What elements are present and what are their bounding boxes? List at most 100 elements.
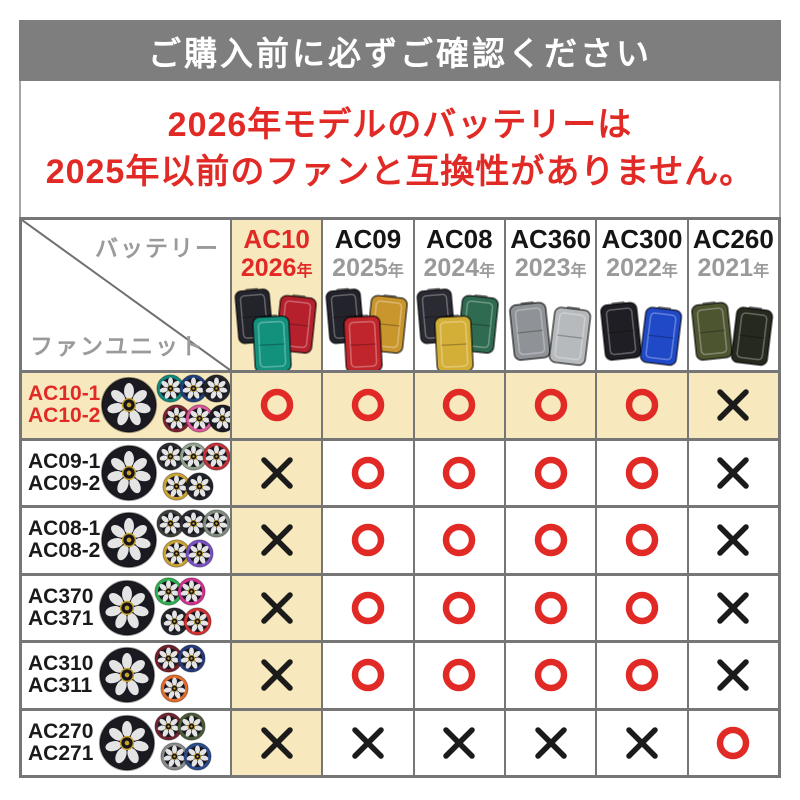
compat-cell-r5c3 (506, 710, 596, 775)
battery-icon (639, 306, 683, 367)
compat-cell-r3c3 (506, 575, 596, 640)
fan-model-label: AC370 (28, 584, 94, 608)
compatible-circle-icon (625, 389, 659, 422)
compat-cell-r5c4 (597, 710, 687, 775)
diagonal-divider (22, 220, 230, 370)
row-header-ac310-fans: AC310 AC311 (22, 643, 230, 708)
fan-icon (202, 509, 230, 538)
compatible-circle-icon (443, 456, 476, 489)
incompatible-cross-icon (260, 524, 293, 556)
compatible-circle-icon (443, 524, 476, 557)
compatible-circle-icon (534, 456, 567, 489)
fan-icon (156, 374, 185, 403)
column-header-ac09: AC09 2025年 (323, 220, 413, 370)
battery-image-ac360 (508, 286, 594, 370)
corner-battery-label: バッテリー (95, 235, 220, 261)
compat-cell-r1c0 (232, 440, 322, 505)
compat-cell-r3c1 (323, 575, 413, 640)
fan-icon (160, 742, 189, 771)
battery-image-ac10 (233, 286, 320, 370)
battery-model-name: AC08 (426, 224, 493, 254)
row-header-ac08-fans: AC08-1 AC08-2 (22, 508, 230, 573)
compatibility-table: バッテリー ファンユニット AC10 2026年 AC09 2025年 (19, 217, 781, 778)
column-header-ac260: AC260 2021年 (688, 220, 778, 370)
fan-icon (160, 607, 189, 636)
compat-cell-r2c0 (232, 508, 322, 573)
fan-icon (185, 539, 214, 568)
incompatible-cross-icon (626, 727, 658, 759)
battery-model-year: 2026 (240, 253, 297, 282)
compatible-circle-icon (625, 524, 659, 557)
compat-cell-r2c5 (688, 508, 778, 573)
battery-icon (508, 301, 551, 362)
incompatible-cross-icon (717, 389, 750, 421)
fan-model-label: AC270 (28, 719, 94, 743)
compat-cell-r2c1 (323, 508, 413, 573)
fan-icon (208, 404, 230, 433)
fan-model-label: AC10-1 (28, 382, 101, 406)
incompatible-cross-icon (352, 727, 384, 759)
compat-cell-r2c2 (414, 508, 504, 573)
fan-icon (98, 647, 156, 704)
battery-model-year: 2025 (332, 253, 388, 282)
warning-box: 2026年モデルのバッテリーは 2025年以前のファンと互換性がありません。 (19, 81, 781, 217)
compat-cell-r3c2 (414, 575, 504, 640)
fan-model-label: AC09-1 (28, 449, 101, 473)
fan-icon (154, 577, 183, 606)
fan-model-label: AC371 (28, 606, 94, 630)
fan-icon (179, 442, 208, 471)
battery-icon (599, 301, 643, 362)
compat-cell-r1c1 (323, 440, 413, 505)
compat-cell-r0c3 (506, 373, 596, 438)
fan-image-ac370 (98, 577, 230, 639)
battery-icon (434, 314, 475, 370)
year-suffix: 年 (387, 262, 404, 280)
year-suffix: 年 (479, 262, 496, 280)
compat-cell-r3c0 (232, 575, 322, 640)
fan-model-label: AC08-2 (28, 539, 101, 563)
compatible-circle-icon (443, 389, 476, 422)
battery-model-name: AC360 (510, 224, 592, 254)
compatible-circle-icon (351, 524, 385, 557)
compatible-circle-icon (625, 659, 659, 692)
year-suffix: 年 (570, 262, 587, 280)
battery-model-year: 2021 (697, 253, 754, 282)
column-header-ac10: AC10 2026年 (232, 220, 322, 370)
compat-cell-r0c1 (323, 373, 413, 438)
row-header-ac10-fans: AC10-1 AC10-2 (22, 373, 230, 438)
fan-icon (183, 607, 212, 636)
compat-cell-r0c0 (232, 373, 322, 438)
incompatible-cross-icon (443, 727, 476, 759)
compat-cell-r5c5 (688, 710, 778, 775)
fan-icon (160, 674, 189, 703)
fan-model-label: AC271 (28, 741, 94, 765)
compatible-circle-icon (534, 524, 567, 557)
compat-cell-r1c4 (597, 440, 687, 505)
banner: ご購入前に必ずご確認ください (19, 20, 781, 81)
fan-image-ac08 (100, 509, 230, 571)
compat-cell-r4c1 (323, 643, 413, 708)
incompatible-cross-icon (260, 457, 293, 489)
compatible-circle-icon (625, 591, 659, 624)
compatible-circle-icon (625, 456, 659, 489)
battery-model-year: 2023 (514, 253, 571, 282)
incompatible-cross-icon (717, 524, 750, 556)
compat-cell-r5c1 (323, 710, 413, 775)
fan-icon (154, 712, 183, 741)
battery-image-ac09 (325, 286, 411, 370)
battery-model-name: AC260 (692, 224, 774, 254)
fan-icon (101, 444, 158, 501)
incompatible-cross-icon (534, 727, 567, 759)
column-header-ac08: AC08 2024年 (414, 220, 504, 370)
fan-icon (162, 404, 191, 433)
fan-icon (177, 712, 206, 741)
fan-model-label: AC310 (28, 652, 94, 676)
fan-icon (179, 509, 208, 538)
column-header-ac300: AC300 2022年 (597, 220, 687, 370)
compat-cell-r5c0 (232, 710, 322, 775)
fan-icon (202, 442, 230, 471)
battery-icon (730, 306, 774, 367)
compatible-circle-icon (534, 591, 567, 624)
battery-icon (342, 314, 384, 370)
fan-icon (185, 404, 214, 433)
